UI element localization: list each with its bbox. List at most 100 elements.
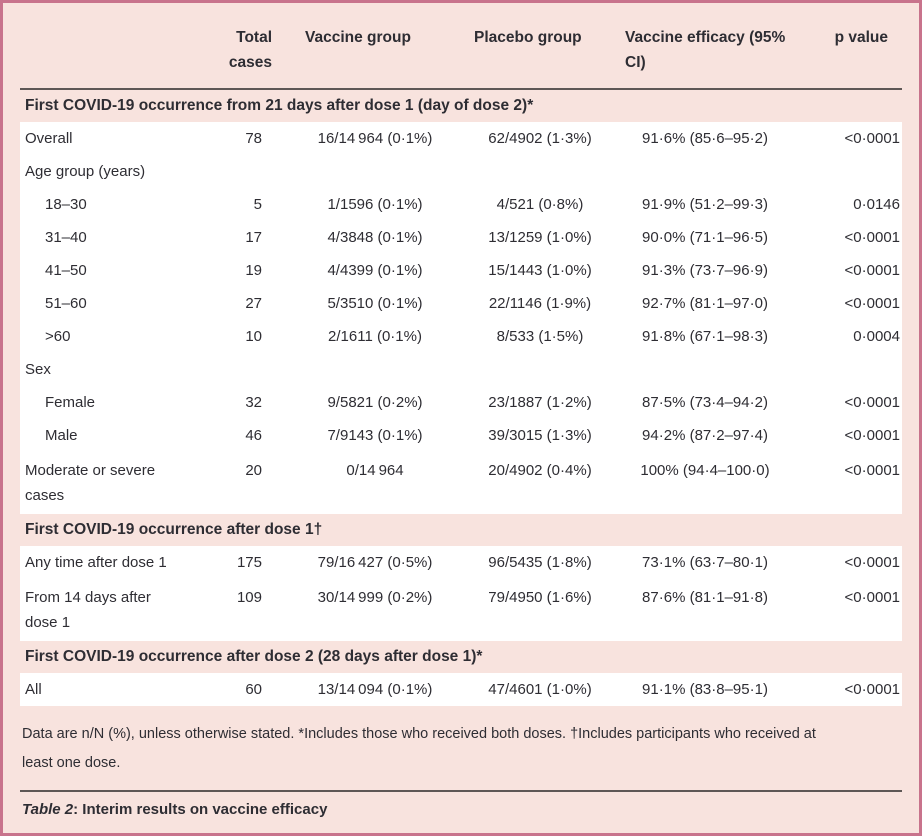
cell-p-value: <0·0001 xyxy=(800,386,902,419)
cell-placebo-group: 22/1146 (1·9%) xyxy=(470,287,610,320)
cell-vaccine-group: 16/14 964 (0·1%) xyxy=(280,122,470,155)
section-header-row: First COVID-19 occurrence after dose 2 (… xyxy=(20,641,902,673)
cell-p-value: <0·0001 xyxy=(800,122,902,155)
section-header-row: First COVID-19 occurrence after dose 1† xyxy=(20,514,902,546)
cell-p-value xyxy=(800,155,902,188)
row-label: Age group (years) xyxy=(20,155,210,188)
cell-placebo-group: 23/1887 (1·2%) xyxy=(470,386,610,419)
cell-vaccine-group: 9/5821 (0·2%) xyxy=(280,386,470,419)
cell-total-cases: 175 xyxy=(210,546,280,579)
cell-vaccine-efficacy: 91·6% (85·6–95·2) xyxy=(610,122,800,155)
cell-vaccine-group: 0/14 964 xyxy=(280,452,470,514)
cell-vaccine-group: 4/4399 (0·1%) xyxy=(280,254,470,287)
section-header: First COVID-19 occurrence after dose 2 (… xyxy=(25,648,483,665)
cell-vaccine-group: 5/3510 (0·1%) xyxy=(280,287,470,320)
cell-vaccine-group: 2/1611 (0·1%) xyxy=(280,320,470,353)
cell-vaccine-efficacy: 91·9% (51·2–99·3) xyxy=(610,188,800,221)
section-header: First COVID-19 occurrence from 21 days a… xyxy=(25,97,534,114)
caption-divider xyxy=(20,790,902,792)
row-label: Female xyxy=(20,386,210,419)
table-row: Sex xyxy=(20,353,902,386)
cell-vaccine-group xyxy=(280,353,470,386)
cell-p-value: <0·0001 xyxy=(800,673,902,706)
cell-total-cases: 60 xyxy=(210,673,280,706)
cell-vaccine-group: 4/3848 (0·1%) xyxy=(280,221,470,254)
row-label: All xyxy=(20,673,210,706)
cell-p-value: <0·0001 xyxy=(800,546,902,579)
col-header-p-value: p value xyxy=(800,3,902,90)
cell-p-value: <0·0001 xyxy=(800,419,902,452)
col-header-vaccine-efficacy: Vaccine efficacy (95% CI) xyxy=(610,3,800,90)
cell-total-cases: 5 xyxy=(210,188,280,221)
table-row: All 60 13/14 094 (0·1%) 47/4601 (1·0%) 91·1%… xyxy=(20,673,902,706)
cell-vaccine-efficacy: 73·1% (63·7–80·1) xyxy=(610,546,800,579)
cell-vaccine-efficacy: 87·6% (81·1–91·8) xyxy=(610,579,800,641)
table-caption: Table 2: Interim results on vaccine effi… xyxy=(20,801,902,818)
cell-vaccine-efficacy: 100% (94·4–100·0) xyxy=(610,452,800,514)
cell-p-value: <0·0001 xyxy=(800,221,902,254)
cell-placebo-group: 15/1443 (1·0%) xyxy=(470,254,610,287)
row-label: 18–30 xyxy=(20,188,210,221)
cell-p-value xyxy=(800,353,902,386)
section-header: First COVID-19 occurrence after dose 1† xyxy=(25,521,323,538)
row-label: Any time after dose 1 xyxy=(20,546,210,579)
cell-placebo-group: 47/4601 (1·0%) xyxy=(470,673,610,706)
row-label: Sex xyxy=(20,353,210,386)
cell-vaccine-efficacy xyxy=(610,155,800,188)
table-row: >60 10 2/1611 (0·1%) 8/533 (1·5%) 91·8% (67·… xyxy=(20,320,902,353)
cell-vaccine-group: 7/9143 (0·1%) xyxy=(280,419,470,452)
cell-placebo-group xyxy=(470,155,610,188)
cell-placebo-group: 4/521 (0·8%) xyxy=(470,188,610,221)
table-row: 51–60 27 5/3510 (0·1%) 22/1146 (1·9%) 92·7% … xyxy=(20,287,902,320)
row-label: Moderate or severe cases xyxy=(20,452,210,514)
table-footnote: Data are n/N (%), unless otherwise state… xyxy=(22,726,816,771)
row-label: Male xyxy=(20,419,210,452)
cell-total-cases xyxy=(210,155,280,188)
table-body: First COVID-19 occurrence from 21 days a… xyxy=(20,89,902,706)
col-header-placebo-group: Placebo group xyxy=(470,3,610,90)
col-header-total-cases: Total cases xyxy=(210,3,280,90)
cell-total-cases: 19 xyxy=(210,254,280,287)
cell-vaccine-efficacy: 91·8% (67·1–98·3) xyxy=(610,320,800,353)
cell-vaccine-group xyxy=(280,155,470,188)
cell-placebo-group: 79/4950 (1·6%) xyxy=(470,579,610,641)
cell-total-cases: 20 xyxy=(210,452,280,514)
efficacy-table: Total cases Vaccine group Placebo group … xyxy=(20,3,902,706)
cell-total-cases: 10 xyxy=(210,320,280,353)
cell-total-cases: 46 xyxy=(210,419,280,452)
col-header-empty xyxy=(20,3,210,90)
cell-vaccine-efficacy: 94·2% (87·2–97·4) xyxy=(610,419,800,452)
cell-p-value: 0·0146 xyxy=(800,188,902,221)
table-row: 41–50 19 4/4399 (0·1%) 15/1443 (1·0%) 91·3% … xyxy=(20,254,902,287)
cell-total-cases: 27 xyxy=(210,287,280,320)
cell-vaccine-group: 1/1596 (0·1%) xyxy=(280,188,470,221)
table-caption-title: : Interim results on vaccine efficacy xyxy=(73,801,328,818)
cell-p-value: <0·0001 xyxy=(800,452,902,514)
cell-placebo-group: 8/533 (1·5%) xyxy=(470,320,610,353)
cell-vaccine-efficacy: 91·1% (83·8–95·1) xyxy=(610,673,800,706)
cell-vaccine-efficacy xyxy=(610,353,800,386)
cell-vaccine-efficacy: 92·7% (81·1–97·0) xyxy=(610,287,800,320)
table-row: Any time after dose 1 175 79/16 427 (0·5%)… xyxy=(20,546,902,579)
cell-total-cases: 109 xyxy=(210,579,280,641)
table-row: Male 46 7/9143 (0·1%) 39/3015 (1·3%) 94·2% (… xyxy=(20,419,902,452)
cell-total-cases: 32 xyxy=(210,386,280,419)
section-header-row: First COVID-19 occurrence from 21 days a… xyxy=(20,89,902,122)
cell-total-cases: 17 xyxy=(210,221,280,254)
table-row: Overall 78 16/14 964 (0·1%) 62/4902 (1·3%) 9… xyxy=(20,122,902,155)
table-row: 31–40 17 4/3848 (0·1%) 13/1259 (1·0%) 90·0% … xyxy=(20,221,902,254)
cell-p-value: 0·0004 xyxy=(800,320,902,353)
cell-vaccine-group: 79/16 427 (0·5%) xyxy=(280,546,470,579)
cell-total-cases: 78 xyxy=(210,122,280,155)
cell-placebo-group: 20/4902 (0·4%) xyxy=(470,452,610,514)
cell-vaccine-group: 30/14 999 (0·2%) xyxy=(280,579,470,641)
cell-placebo-group: 96/5435 (1·8%) xyxy=(470,546,610,579)
cell-p-value: <0·0001 xyxy=(800,254,902,287)
row-label: 31–40 xyxy=(20,221,210,254)
cell-vaccine-efficacy: 91·3% (73·7–96·9) xyxy=(610,254,800,287)
table-row: From 14 days after dose 1 109 30/14 999 (0… xyxy=(20,579,902,641)
column-header-row: Total cases Vaccine group Placebo group … xyxy=(20,3,902,90)
cell-placebo-group: 13/1259 (1·0%) xyxy=(470,221,610,254)
cell-p-value: <0·0001 xyxy=(800,287,902,320)
